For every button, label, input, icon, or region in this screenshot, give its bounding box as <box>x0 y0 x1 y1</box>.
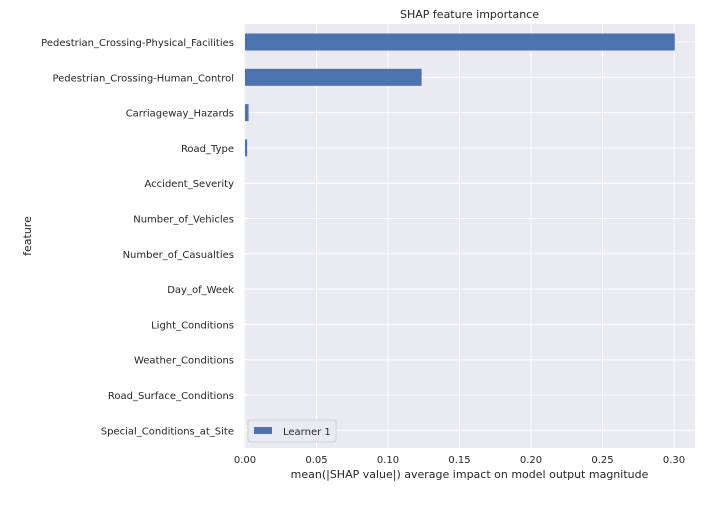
bar-road-type <box>245 139 248 157</box>
y-tick-label: Number_of_Casualties <box>123 250 234 261</box>
legend: Learner 1 <box>247 419 337 443</box>
bar-pedestrian-crossing-human-control <box>245 68 422 86</box>
y-tick-label: Pedestrian_Crossing-Physical_Facilities <box>41 38 234 49</box>
bar-pedestrian-crossing-physical-facilities <box>245 33 675 51</box>
x-tick-label: 0.00 <box>234 455 256 466</box>
y-tick-label: Accident_Severity <box>145 179 235 190</box>
y-tick-label: Special_Conditions_at_Site <box>101 426 234 437</box>
x-tick-label: 0.30 <box>663 455 685 466</box>
y-tick-label: Road_Type <box>181 144 234 155</box>
bar-layer <box>245 33 675 157</box>
y-tick-label: Pedestrian_Crossing-Human_Control <box>52 73 234 84</box>
x-tick-label: 0.25 <box>591 455 613 466</box>
y-tick-label: Number_of_Vehicles <box>133 215 234 226</box>
x-tick-label: 0.15 <box>448 455 470 466</box>
grid-layer <box>244 24 695 448</box>
legend-swatch <box>254 427 272 434</box>
bar-carriageway-hazards <box>245 104 249 122</box>
y-axis-label: feature <box>21 216 34 256</box>
legend-label: Learner 1 <box>283 427 331 438</box>
x-axis-label: mean(|SHAP value|) average impact on mod… <box>291 468 649 481</box>
x-tick-label: 0.10 <box>377 455 399 466</box>
legend-box <box>247 419 337 443</box>
x-tick-label: 0.20 <box>520 455 542 466</box>
y-tick-labels: Pedestrian_Crossing-Physical_Facilities P… <box>41 38 234 437</box>
x-tick-label: 0.05 <box>305 455 327 466</box>
y-tick-label: Light_Conditions <box>151 320 234 331</box>
chart-title: SHAP feature importance <box>400 8 539 21</box>
x-tick-labels: 0.00 0.05 0.10 0.15 0.20 0.25 0.30 <box>234 455 685 466</box>
y-tick-label: Carriageway_Hazards <box>126 109 234 120</box>
y-tick-label: Day_of_Week <box>167 285 234 296</box>
y-tick-label: Road_Surface_Conditions <box>108 391 234 402</box>
y-tick-label: Weather_Conditions <box>134 356 234 367</box>
plot-background <box>244 24 695 448</box>
